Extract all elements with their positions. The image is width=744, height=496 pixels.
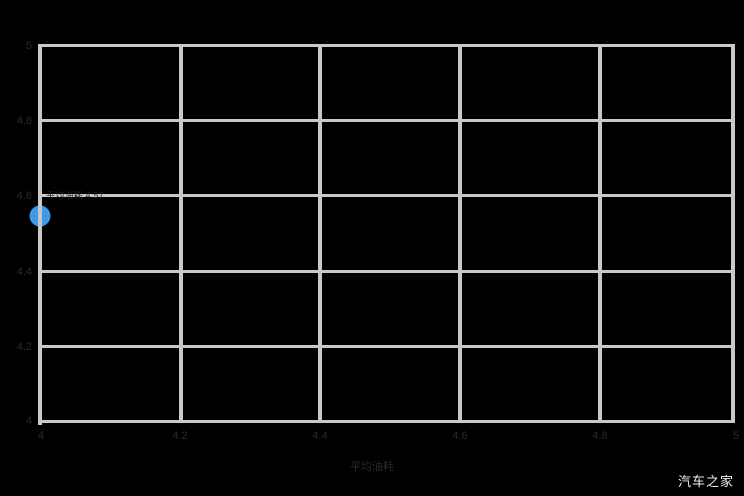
y-tick-label-4-2: 4.2 bbox=[16, 341, 32, 353]
y-tick-label-4-4: 4.4 bbox=[16, 266, 32, 278]
gridline-horizontal-4-2 bbox=[38, 345, 735, 348]
y-axis-line bbox=[38, 44, 42, 425]
x-tick-label-4-6: 4.6 bbox=[452, 430, 468, 442]
x-tick-label-5: 5 bbox=[732, 430, 740, 442]
y-tick-label-4-8: 4.8 bbox=[16, 115, 32, 127]
gridline-horizontal-5 bbox=[38, 44, 735, 47]
data-point-label: 平均油耗 4.57 bbox=[46, 190, 104, 201]
gridline-vertical-4-8 bbox=[598, 44, 602, 422]
y-tick-label-5: 5 bbox=[25, 40, 32, 52]
y-tick-label-4-6: 4.6 bbox=[16, 190, 32, 202]
gridline-horizontal-4-6 bbox=[38, 194, 735, 197]
gridline-horizontal-4-4 bbox=[38, 270, 735, 273]
x-axis-title: 平均油耗 bbox=[350, 461, 394, 473]
y-tick-label-4: 4 bbox=[25, 415, 32, 427]
watermark: 汽车之家 bbox=[677, 474, 734, 489]
gridline-vertical-4-2 bbox=[179, 44, 183, 422]
x-tick-label-4-8: 4.8 bbox=[592, 430, 608, 442]
gridline-horizontal-4-8 bbox=[38, 119, 735, 122]
plot-area: 平均油耗 4.57 bbox=[29, 44, 735, 423]
x-axis-tick-labels: 4 4.2 4.4 4.6 4.8 5 bbox=[0, 430, 744, 446]
gridline-vertical-4-4 bbox=[318, 44, 322, 422]
x-tick-label-4-4: 4.4 bbox=[312, 430, 328, 442]
gridline-vertical-5 bbox=[731, 44, 735, 422]
x-tick-label-4-2: 4.2 bbox=[172, 430, 188, 442]
x-axis-line bbox=[38, 420, 735, 423]
y-axis-tick-labels: 5 4.8 4.6 4.4 4.2 4 bbox=[0, 0, 32, 496]
x-tick-label-4: 4 bbox=[37, 430, 45, 442]
gridline-vertical-4-6 bbox=[458, 44, 462, 422]
